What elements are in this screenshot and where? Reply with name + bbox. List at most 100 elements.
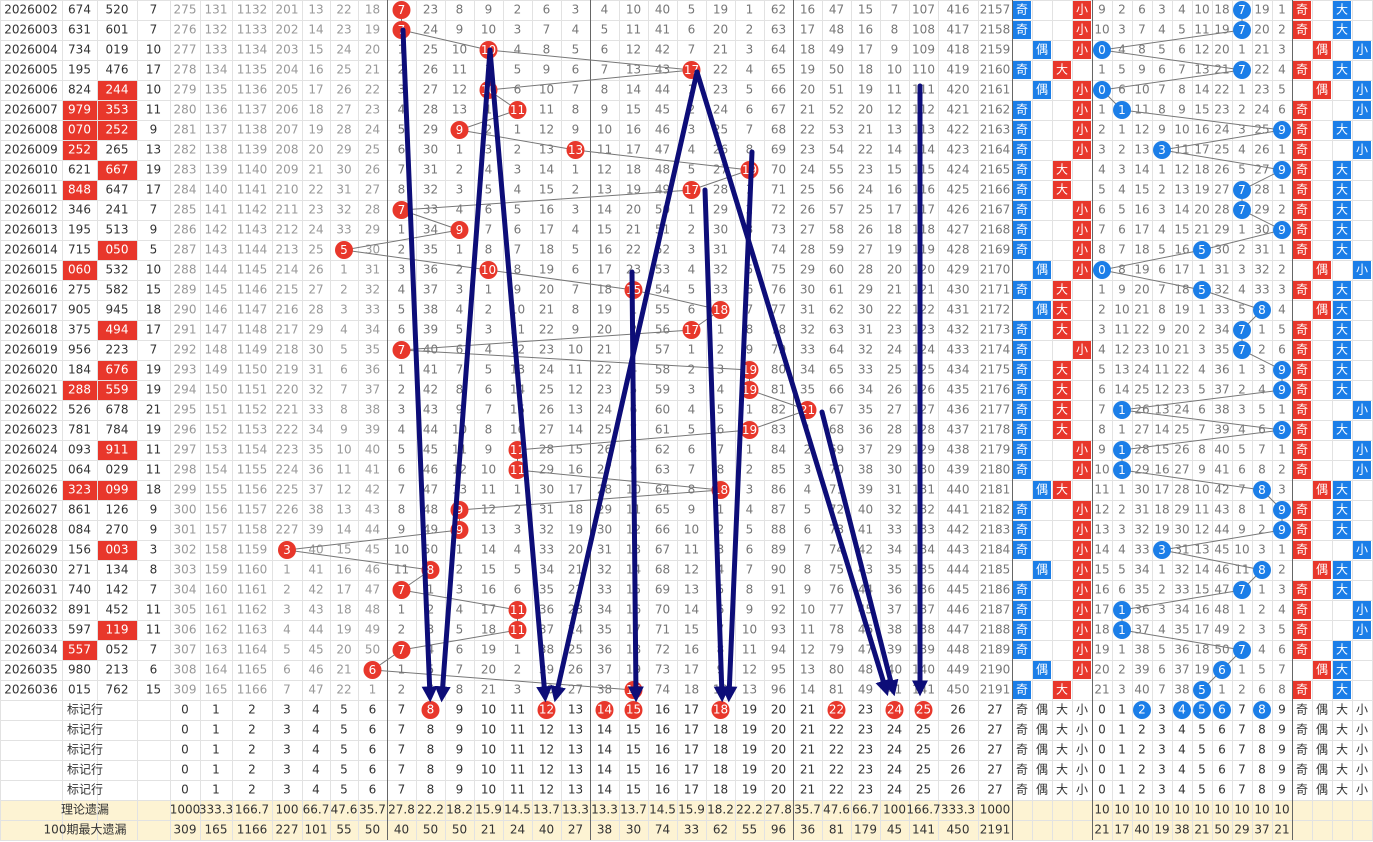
flag-header: 大 <box>1056 783 1068 797</box>
omission: 128 <box>912 423 935 437</box>
hit-ball-label: 11 <box>510 463 525 477</box>
omission: 43 <box>655 63 670 77</box>
omission: 23 <box>800 143 815 157</box>
omission: 1 <box>514 643 522 657</box>
omission: 1157 <box>237 503 268 517</box>
trend-line <box>488 269 634 291</box>
number-cell: 7 <box>150 583 158 597</box>
omission: 20 <box>308 143 323 157</box>
omission: 49 <box>858 683 873 697</box>
flag-text: 大 <box>1056 423 1068 437</box>
omission: 36 <box>887 583 902 597</box>
omission: 10 <box>597 123 612 137</box>
omission: 165 <box>205 683 228 697</box>
digit-omission: 3 <box>1158 3 1166 17</box>
flag-cell <box>1073 221 1091 239</box>
omission: 31 <box>597 543 612 557</box>
omission: 2182 <box>980 503 1011 517</box>
omission: 47 <box>423 483 438 497</box>
digit-omission: 5 <box>1278 83 1286 97</box>
digit-omission: 2 <box>1198 323 1206 337</box>
col-header: 14 <box>597 703 612 717</box>
omission: 442 <box>947 523 970 537</box>
flag-text: 奇 <box>1016 23 1028 37</box>
col-header: 13 <box>568 703 583 717</box>
omission: 28 <box>887 423 902 437</box>
omission: 6 <box>398 143 406 157</box>
digit-omission: 13 <box>1114 363 1129 377</box>
flag-text: 小 <box>1356 83 1368 97</box>
highlight-cell <box>98 541 137 560</box>
omission: 206 <box>276 103 299 117</box>
flag-text: 偶 <box>1036 303 1048 317</box>
number-cell: 513 <box>106 223 129 237</box>
flag-cell <box>1333 121 1351 139</box>
annotation-arrow <box>721 149 755 703</box>
omission: 15 <box>568 443 583 457</box>
stat-value: 2191 <box>980 823 1011 837</box>
col-header: 7 <box>398 783 406 797</box>
flag-text: 奇 <box>1296 343 1308 357</box>
omission: 47 <box>858 643 873 657</box>
digit-omission: 12 <box>1194 43 1209 57</box>
digit-omission: 4 <box>1118 183 1126 197</box>
omission: 142 <box>205 223 228 237</box>
digit-ball-label: 7 <box>1238 23 1246 37</box>
number-cell: 252 <box>106 123 129 137</box>
digit-omission: 4 <box>1238 143 1246 157</box>
period: 2026021 <box>4 383 57 397</box>
digit-omission: 30 <box>1134 483 1149 497</box>
omission: 2181 <box>980 483 1011 497</box>
hit-ball <box>363 661 382 679</box>
trend-line <box>401 29 489 51</box>
omission: 38 <box>308 503 323 517</box>
omission: 5 <box>485 363 493 377</box>
omission: 3 <box>572 203 580 217</box>
marker-circle <box>1193 701 1211 719</box>
omission: 73 <box>771 223 786 237</box>
digit-omission: 33 <box>1174 583 1189 597</box>
flag-text: 小 <box>1076 3 1088 17</box>
col-header: 8 <box>427 783 435 797</box>
omission: 15 <box>626 103 641 117</box>
omission: 46 <box>655 123 670 137</box>
omission: 14 <box>887 143 902 157</box>
flag-text: 大 <box>1336 23 1348 37</box>
flag-text: 奇 <box>1296 283 1308 297</box>
flag-cell <box>1293 121 1311 139</box>
omission: 24 <box>713 103 728 117</box>
omission: 41 <box>423 363 438 377</box>
digit-omission: 14 <box>1194 563 1209 577</box>
omission: 118 <box>912 223 935 237</box>
number-cell: 11 <box>146 603 161 617</box>
omission: 137 <box>205 123 228 137</box>
stat-value: 14.5 <box>649 803 676 817</box>
omission: 34 <box>423 223 438 237</box>
omission: 13 <box>626 63 641 77</box>
digit-ball-label: 0 <box>1098 43 1106 57</box>
marker-circle <box>1253 701 1271 719</box>
flag-header: 偶 <box>1036 763 1048 777</box>
omission: 80 <box>829 663 844 677</box>
omission: 14 <box>684 603 699 617</box>
flag-text: 偶 <box>1036 263 1048 277</box>
flag-text: 奇 <box>1016 363 1028 377</box>
omission: 34 <box>365 323 380 337</box>
digit-omission: 32 <box>1214 283 1229 297</box>
col-header: 19 <box>742 783 757 797</box>
omission: 9 <box>456 23 464 37</box>
omission: 76 <box>829 583 844 597</box>
col-header: 5 <box>340 743 348 757</box>
omission: 35 <box>539 583 554 597</box>
omission: 443 <box>947 543 970 557</box>
omission: 2 <box>572 183 580 197</box>
hit-ball-label: 9 <box>456 223 464 237</box>
omission: 83 <box>771 423 786 437</box>
omission: 278 <box>174 63 197 77</box>
digit-omission: 23 <box>1134 343 1149 357</box>
trend-line <box>488 49 692 71</box>
col-header: 15 <box>626 763 641 777</box>
flag-cell <box>1013 201 1031 219</box>
flag-text: 大 <box>1336 343 1348 357</box>
stat-value: 333.3 <box>199 803 233 817</box>
